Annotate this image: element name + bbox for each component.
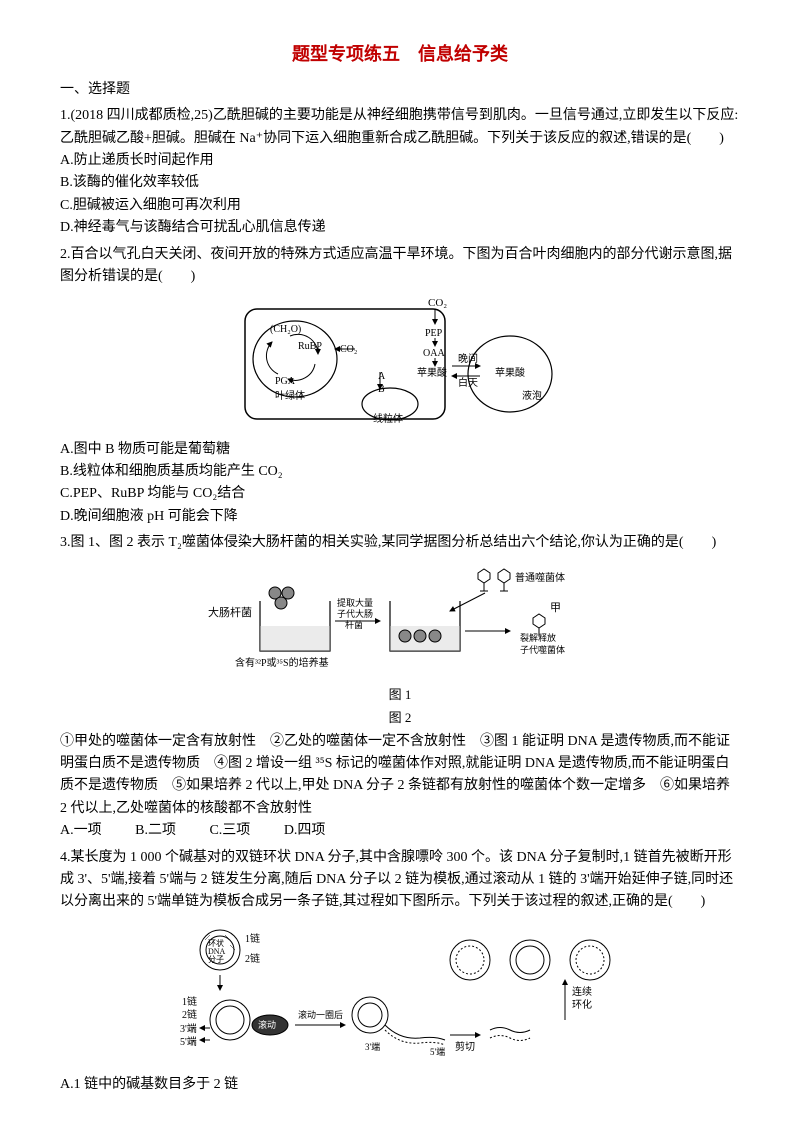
label-jianqie: 剪切 [455, 1040, 475, 1053]
q3-caption2: 图 2 [60, 708, 740, 729]
label-xianli: 线粒体 [373, 412, 403, 424]
label-lianxu-2: 环化 [572, 998, 592, 1011]
q1-optD: D.神经毒气与该酶结合可扰乱心肌信息传递 [60, 217, 740, 239]
q1-options: A.防止递质长时间起作用 B.该酶的催化效率较低 C.胆碱被运入细胞可再次利用 … [60, 150, 740, 240]
label-yeluti: 叶绿体 [275, 389, 305, 402]
label-co2-top: CO₂ [428, 297, 447, 309]
page-title: 题型专项练五 信息给予类 [60, 40, 740, 69]
label-a: A [378, 371, 386, 382]
q3-optD: D.四项 [284, 823, 326, 838]
q2-optA: A.图中 B 物质可能是葡萄糖 [60, 439, 740, 461]
q3-stem: 3.图 1、图 2 表示 T₂噬菌体侵染大肠杆菌的相关实验,某同学据图分析总结出… [60, 532, 740, 554]
q2-optC: C.PEP、RuBP 均能与 CO₂结合 [60, 483, 740, 505]
label-peiyang: 含有³²P或³⁵S的培养基 [235, 656, 329, 669]
q3-statements: ①甲处的噬菌体一定含有放射性 ②乙处的噬菌体一定不含放射性 ③图 1 能证明 D… [60, 731, 740, 821]
label-yepao: 液泡 [522, 389, 542, 402]
label-ch2o: (CH₂O) [270, 324, 301, 335]
label-putong: 普通噬菌体 [515, 571, 565, 584]
section-header: 一、选择题 [60, 79, 740, 101]
q4-stem: 4.某长度为 1 000 个碱基对的双链环状 DNA 分子,其中含腺嘌呤 300… [60, 847, 740, 914]
label-lian2b: 2链 [182, 1008, 197, 1021]
label-dachang: 大肠杆菌 [208, 605, 252, 619]
q3-optA: A.一项 [60, 823, 102, 838]
q1-optA: A.防止递质长时间起作用 [60, 150, 740, 172]
label-lian1b: 1链 [182, 995, 197, 1008]
q2-figure: (CH₂O) RuBP PGA 叶绿体 CO₂ 线粒体 A B CO₂ PEP … [60, 294, 740, 432]
label-wanjian: 晚间 [458, 352, 478, 365]
q4-options: A.1 链中的碱基数目多于 2 链 [60, 1074, 740, 1096]
label-oaa: OAA [423, 348, 445, 359]
q3-caption1: 图 1 [60, 685, 740, 706]
q1-optC: C.胆碱被运入细胞可再次利用 [60, 195, 740, 217]
label-end3: 3'端 [180, 1022, 197, 1035]
label-lianxu-1: 连续 [572, 985, 592, 998]
label-tiqu-2: 子代大肠 [337, 608, 373, 619]
label-tiqu-1: 提取大量 [337, 597, 373, 608]
label-jia: 甲 [550, 602, 561, 614]
label-end5b: 5'端 [430, 1046, 445, 1057]
q2-options: A.图中 B 物质可能是葡萄糖 B.线粒体和细胞质基质均能产生 CO₂ C.PE… [60, 439, 740, 529]
q1-optB: B.该酶的催化效率较低 [60, 172, 740, 194]
q4-optA: A.1 链中的碱基数目多于 2 链 [60, 1074, 740, 1096]
question-2: 2.百合以气孔白天关闭、夜间开放的特殊方式适应高温干旱环境。下图为百合叶肉细胞内… [60, 244, 740, 529]
q2-optD: D.晚间细胞液 pH 可能会下降 [60, 506, 740, 528]
q3-optB: B.二项 [135, 823, 176, 838]
label-pingguosuan1: 苹果酸 [417, 366, 447, 379]
question-4: 4.某长度为 1 000 个碱基对的双链环状 DNA 分子,其中含腺嘌呤 300… [60, 847, 740, 1097]
label-gundonghou: 滚动一圈后 [298, 1009, 343, 1020]
label-lian2: 2链 [245, 952, 260, 965]
q2-optB: B.线粒体和细胞质基质均能产生 CO₂ [60, 461, 740, 483]
q3-options: A.一项 B.二项 C.三项 D.四项 [60, 820, 740, 842]
q3-optC: C.三项 [209, 823, 250, 838]
label-tiqu-3: 杆菌 [345, 619, 363, 630]
question-1: 1.(2018 四川成都质检,25)乙酰胆碱的主要功能是从神经细胞携带信号到肌肉… [60, 105, 740, 239]
label-b: B [378, 384, 385, 395]
label-pga: PGA [275, 376, 296, 387]
label-liejie-2: 子代噬菌体 [520, 644, 565, 655]
label-rubp: RuBP [298, 341, 322, 352]
label-pingguosuan2: 苹果酸 [495, 366, 525, 379]
label-liejie-1: 裂解释放 [520, 632, 556, 643]
q3-figure1: 大肠杆菌 含有³²P或³⁵S的培养基 提取大量 子代大肠 杆菌 [60, 561, 740, 679]
label-baitian: 白天 [458, 376, 478, 389]
label-lian1: 1链 [245, 932, 260, 945]
phage-icon [478, 569, 490, 591]
label-huanzhuang-3: 分子 [208, 955, 224, 964]
question-3: 3.图 1、图 2 表示 T₂噬菌体侵染大肠杆菌的相关实验,某同学据图分析总结出… [60, 532, 740, 842]
label-gundong: 滚动 [258, 1019, 276, 1030]
label-end5: 5'端 [180, 1035, 197, 1048]
label-pep: PEP [425, 328, 443, 339]
label-end3b: 3'端 [365, 1041, 380, 1052]
q4-figure: 环状 DNA 分子 1链 2链 1链 2链 3'端 5'端 滚动 滚动一圈后 [60, 920, 740, 1068]
q2-stem: 2.百合以气孔白天关闭、夜间开放的特殊方式适应高温干旱环境。下图为百合叶肉细胞内… [60, 244, 740, 289]
q1-stem: 1.(2018 四川成都质检,25)乙酰胆碱的主要功能是从神经细胞携带信号到肌肉… [60, 105, 740, 150]
